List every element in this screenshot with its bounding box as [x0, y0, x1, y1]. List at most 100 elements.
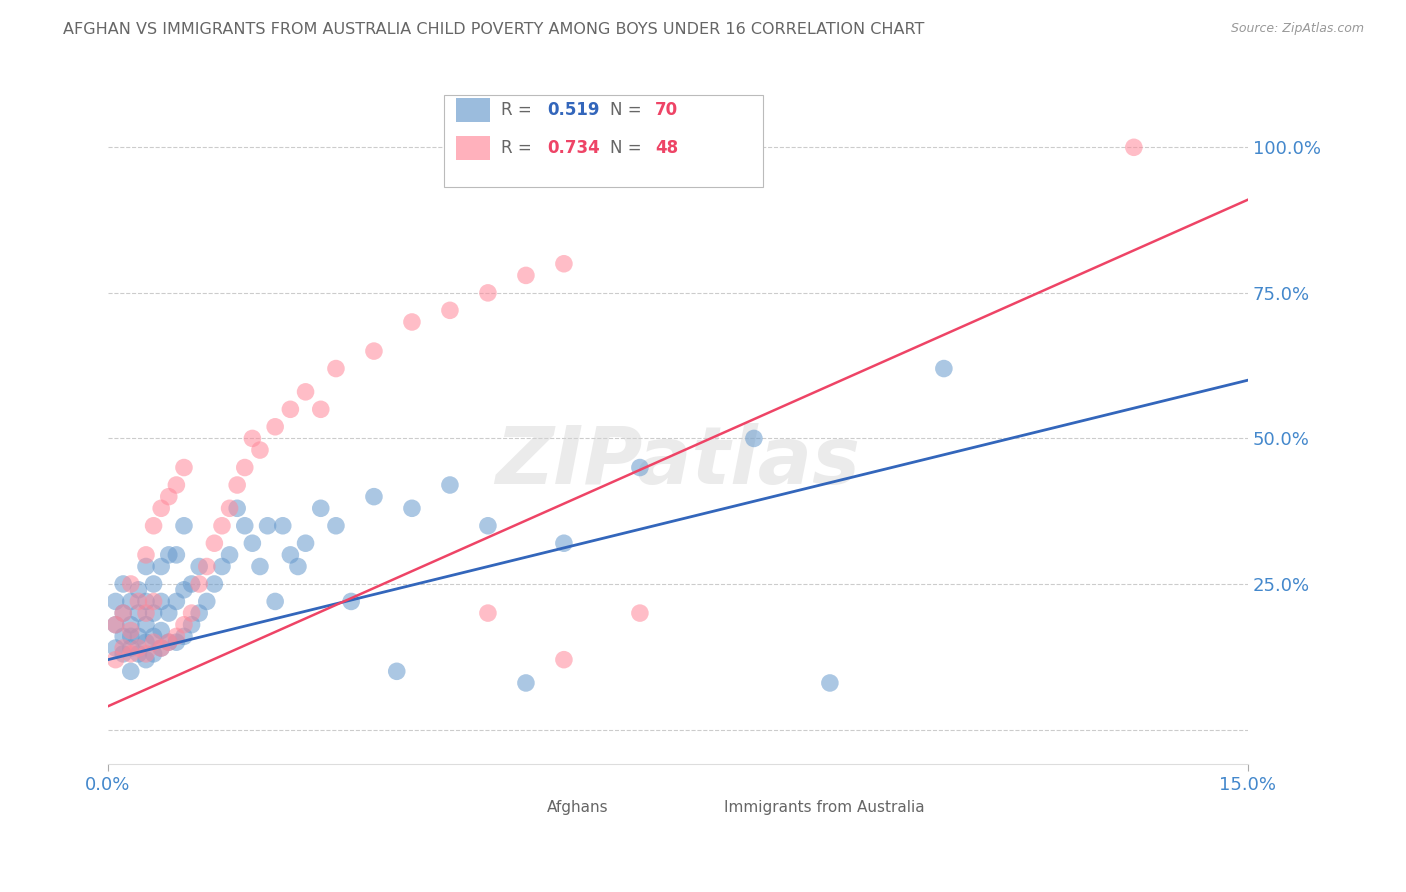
Point [142, 635, 165, 649]
Point [233, 518, 256, 533]
Point [180, 606, 202, 620]
Text: Immigrants from Australia: Immigrants from Australia [724, 799, 924, 814]
Point [127, 640, 149, 655]
Point [439, 478, 461, 492]
Point [135, 617, 157, 632]
Point [401, 501, 423, 516]
Point [127, 629, 149, 643]
Point [173, 629, 195, 643]
Point [135, 594, 157, 608]
Point [294, 384, 316, 399]
Point [249, 443, 271, 458]
Point [112, 606, 135, 620]
Point [287, 559, 309, 574]
Point [157, 606, 180, 620]
Point [309, 501, 332, 516]
Point [150, 501, 173, 516]
Point [165, 629, 187, 643]
Point [325, 518, 347, 533]
Point [104, 617, 127, 632]
Point [325, 361, 347, 376]
Point [1122, 140, 1144, 154]
Point [211, 559, 233, 574]
FancyBboxPatch shape [444, 95, 763, 187]
Text: 48: 48 [655, 139, 678, 157]
Point [165, 478, 187, 492]
Point [553, 653, 575, 667]
Point [363, 490, 385, 504]
Point [553, 257, 575, 271]
Point [180, 617, 202, 632]
Point [256, 518, 278, 533]
Point [294, 536, 316, 550]
Point [120, 594, 142, 608]
Point [150, 640, 173, 655]
Point [340, 594, 363, 608]
Point [150, 640, 173, 655]
Point [165, 594, 187, 608]
Point [188, 577, 211, 591]
Point [127, 594, 149, 608]
Point [135, 559, 157, 574]
Point [135, 548, 157, 562]
Point [165, 548, 187, 562]
Text: R =: R = [501, 101, 537, 119]
Point [195, 559, 218, 574]
Text: Afghans: Afghans [547, 799, 609, 814]
Point [135, 653, 157, 667]
Point [173, 617, 195, 632]
Point [218, 501, 240, 516]
Point [135, 647, 157, 661]
Point [742, 432, 765, 446]
Point [104, 640, 127, 655]
Point [104, 617, 127, 632]
Point [628, 606, 651, 620]
Point [142, 606, 165, 620]
Point [120, 665, 142, 679]
Point [188, 606, 211, 620]
Point [157, 490, 180, 504]
Point [280, 548, 302, 562]
FancyBboxPatch shape [456, 98, 489, 122]
Point [628, 460, 651, 475]
Point [142, 647, 165, 661]
Point [157, 548, 180, 562]
Point [264, 419, 287, 434]
Text: 0.519: 0.519 [547, 101, 599, 119]
Point [173, 460, 195, 475]
Text: ZIPatlas: ZIPatlas [495, 423, 860, 501]
Text: 0.734: 0.734 [547, 139, 599, 157]
Point [112, 640, 135, 655]
Point [385, 665, 408, 679]
Point [240, 432, 263, 446]
Point [120, 624, 142, 638]
Point [165, 635, 187, 649]
Text: Source: ZipAtlas.com: Source: ZipAtlas.com [1230, 22, 1364, 36]
Text: N =: N = [610, 101, 647, 119]
Point [249, 559, 271, 574]
Point [211, 518, 233, 533]
Point [120, 617, 142, 632]
Point [202, 536, 225, 550]
FancyBboxPatch shape [695, 799, 718, 816]
Point [401, 315, 423, 329]
Point [218, 548, 240, 562]
Point [202, 577, 225, 591]
Point [112, 647, 135, 661]
Point [233, 460, 256, 475]
Point [477, 518, 499, 533]
Point [226, 501, 249, 516]
Point [120, 629, 142, 643]
Point [477, 606, 499, 620]
Point [515, 676, 537, 690]
Point [173, 582, 195, 597]
Point [135, 606, 157, 620]
Point [173, 518, 195, 533]
Text: AFGHAN VS IMMIGRANTS FROM AUSTRALIA CHILD POVERTY AMONG BOYS UNDER 16 CORRELATIO: AFGHAN VS IMMIGRANTS FROM AUSTRALIA CHIL… [63, 22, 925, 37]
Text: N =: N = [610, 139, 647, 157]
Point [150, 624, 173, 638]
Point [157, 635, 180, 649]
Point [553, 536, 575, 550]
Point [226, 478, 249, 492]
Point [439, 303, 461, 318]
